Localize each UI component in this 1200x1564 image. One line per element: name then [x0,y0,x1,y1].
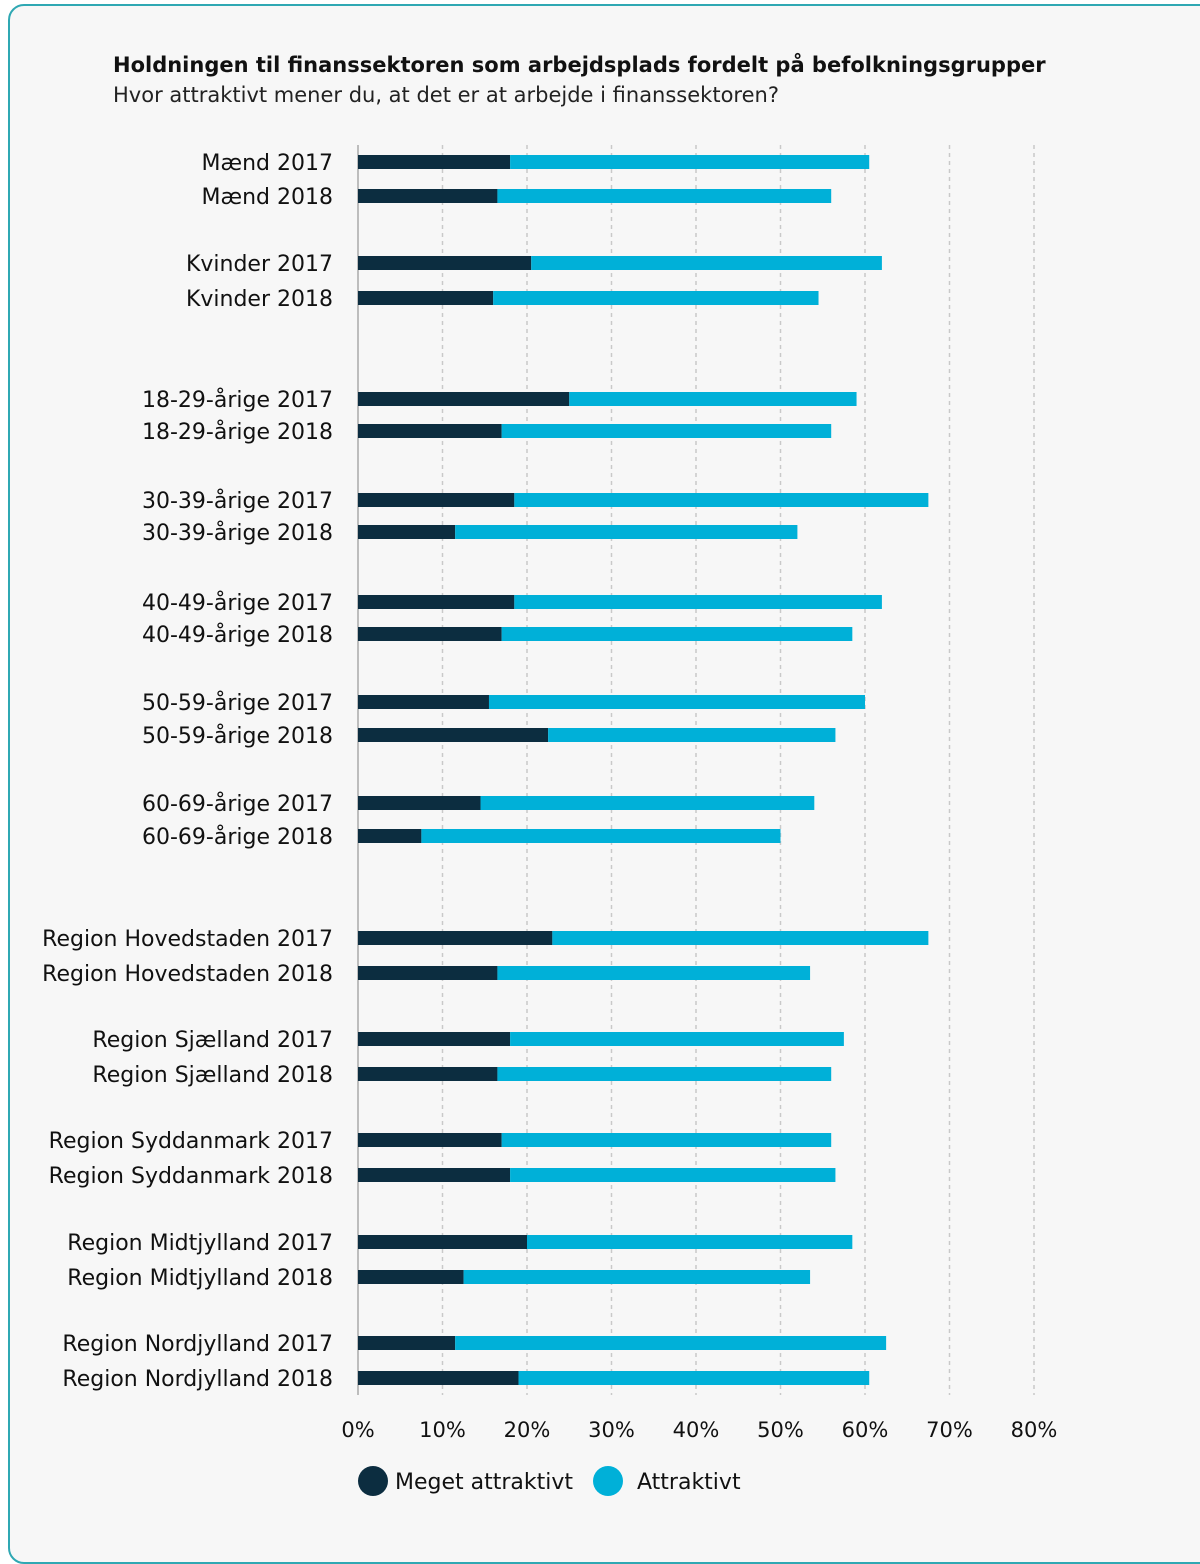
bar-attraktivt [488,695,865,709]
category-label: Region Hovedstaden 2018 [42,962,333,987]
category-label: Kvinder 2018 [186,287,333,312]
bar-meget-attraktivt [358,1032,511,1046]
bar-attraktivt [501,424,832,438]
bar-attraktivt [455,525,798,539]
x-tick-label: 20% [504,1418,551,1442]
bar-meget-attraktivt [358,1168,511,1182]
category-label: Region Nordjylland 2018 [62,1367,333,1392]
bar-meget-attraktivt [358,525,456,539]
bar-attraktivt [463,1270,811,1284]
bar-attraktivt [497,189,832,203]
bar-meget-attraktivt [358,728,549,742]
category-label: 30-39-årige 2018 [142,520,333,546]
bar-meget-attraktivt [358,1270,464,1284]
category-label: 30-39-årige 2017 [142,488,333,514]
bar-attraktivt [548,728,836,742]
category-label: 18-29-årige 2018 [142,419,333,445]
x-tick-label: 60% [842,1418,889,1442]
bar-meget-attraktivt [358,595,515,609]
chart-subtitle: Hvor attraktivt mener du, at det er at a… [113,83,779,107]
category-label: Region Syddanmark 2017 [49,1129,333,1154]
category-label: Region Sjælland 2018 [92,1063,333,1088]
category-label: Mænd 2017 [202,151,333,176]
bar-meget-attraktivt [358,829,422,843]
bar-attraktivt [514,493,929,507]
bar-meget-attraktivt [358,1067,498,1081]
bar-attraktivt [510,155,870,169]
category-label: Mænd 2018 [202,185,333,210]
category-label: 40-49-årige 2018 [142,622,333,648]
category-label: 60-69-årige 2017 [142,791,333,817]
category-label: 40-49-årige 2017 [142,590,333,616]
bar-attraktivt [510,1168,836,1182]
bar-meget-attraktivt [358,493,515,507]
bar-meget-attraktivt [358,392,570,406]
bar-attraktivt [510,1032,844,1046]
bar-attraktivt [421,829,781,843]
category-label: Kvinder 2017 [186,252,333,277]
chart-title: Holdningen til finanssektoren som arbejd… [113,53,1046,77]
bar-attraktivt [493,291,819,305]
legend-marker-attraktivt [593,1466,623,1496]
x-tick-label: 30% [588,1418,635,1442]
bar-attraktivt [569,392,857,406]
category-label: Region Hovedstaden 2017 [42,927,333,952]
category-label: 50-59-årige 2017 [142,690,333,716]
x-tick-label: 10% [419,1418,466,1442]
bar-meget-attraktivt [358,1371,519,1385]
bar-attraktivt [501,627,853,641]
category-label: 50-59-årige 2018 [142,723,333,749]
legend-marker-meget [358,1466,388,1496]
bar-attraktivt [455,1336,887,1350]
bar-meget-attraktivt [358,627,502,641]
category-label: Region Nordjylland 2017 [62,1332,333,1357]
bar-attraktivt [527,1235,853,1249]
bar-meget-attraktivt [358,189,498,203]
bar-meget-attraktivt [358,966,498,980]
bar-meget-attraktivt [358,291,494,305]
bar-attraktivt [518,1371,870,1385]
bar-attraktivt [497,1067,832,1081]
bar-attraktivt [514,595,882,609]
bar-meget-attraktivt [358,424,502,438]
bar-meget-attraktivt [358,796,481,810]
bar-meget-attraktivt [358,1336,456,1350]
x-tick-label: 0% [341,1418,374,1442]
bar-meget-attraktivt [358,1133,502,1147]
bar-meget-attraktivt [358,256,532,270]
x-tick-label: 50% [757,1418,804,1442]
bar-meget-attraktivt [358,931,553,945]
category-label: Region Midtjylland 2018 [67,1266,333,1291]
legend-label-meget: Meget attraktivt [395,1470,573,1495]
bar-attraktivt [497,966,811,980]
category-label: 18-29-årige 2017 [142,387,333,413]
category-label: Region Syddanmark 2018 [49,1164,333,1189]
category-label: Region Midtjylland 2017 [67,1231,333,1256]
bar-attraktivt [480,796,815,810]
x-tick-label: 70% [926,1418,973,1442]
bar-attraktivt [552,931,929,945]
legend-label-attraktivt: Attraktivt [637,1470,741,1495]
bar-attraktivt [501,1133,832,1147]
category-label: 60-69-årige 2018 [142,824,333,850]
bar-meget-attraktivt [358,695,489,709]
x-tick-label: 40% [673,1418,720,1442]
x-tick-label: 80% [1011,1418,1058,1442]
bar-meget-attraktivt [358,1235,527,1249]
category-label: Region Sjælland 2017 [92,1028,333,1053]
bar-attraktivt [531,256,882,270]
bar-meget-attraktivt [358,155,511,169]
